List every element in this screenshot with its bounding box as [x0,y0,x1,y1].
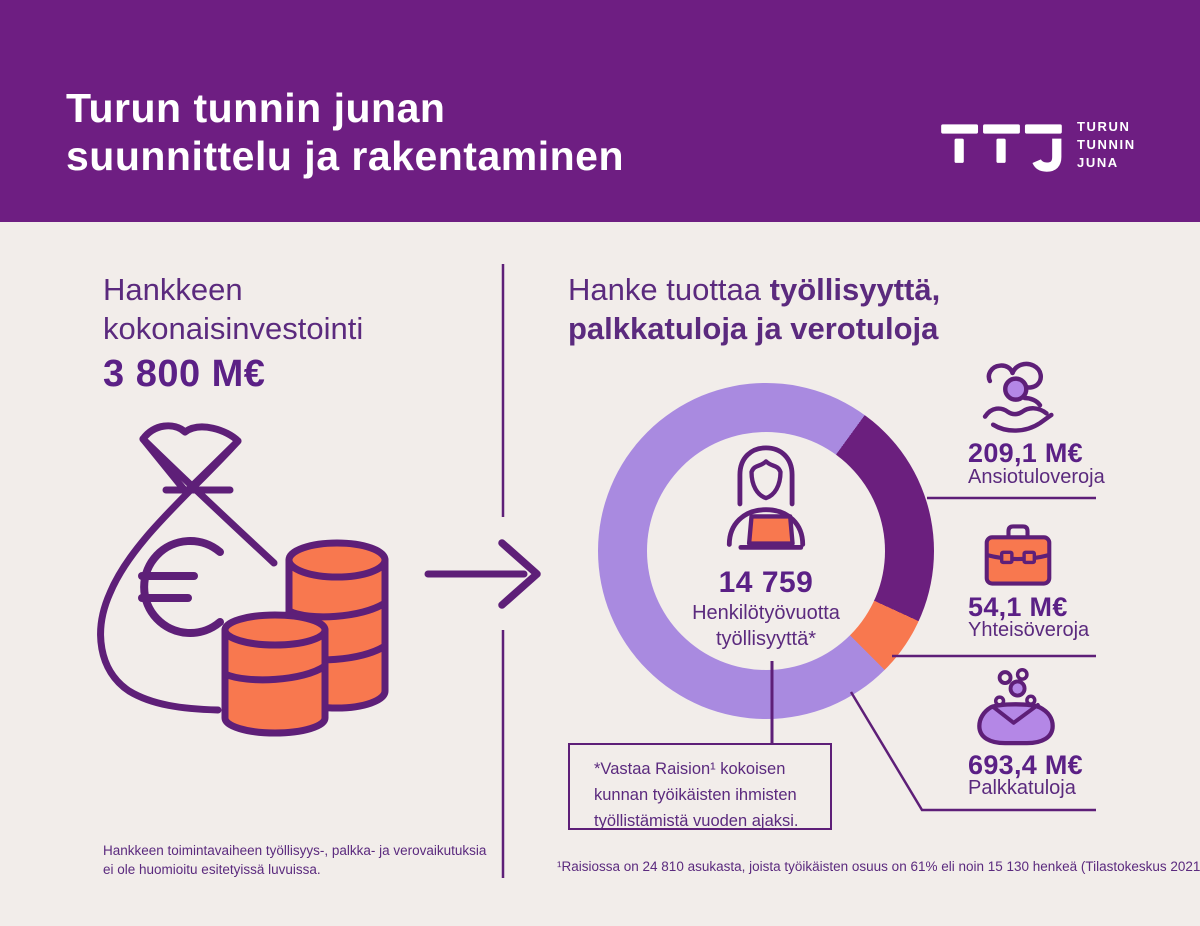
chart-center-label-line2: työllisyyttä* [715,628,817,650]
right-footnote: ¹Raisiossa on 24 810 asukasta, joista ty… [557,859,1200,874]
legend-value-yhteisoveroja: 54,1 M€ [968,592,1068,622]
hand-coin-icon [982,361,1054,433]
chart-heading-bold2: palkkatuloja ja verotuloja [568,311,939,346]
worker-laptop-icon [726,445,806,550]
investment-heading: Hankkeen kokonaisinvestointi 3 800 M€ [103,270,363,394]
left-footnote: Hankkeen toimintavaiheen työllisyys-, pa… [103,841,486,879]
investment-heading-line2: kokonaisinvestointi [103,311,364,346]
flow-arrow-head [498,539,541,609]
callout-box: *Vastaa Raision¹ kokoisen kunnan työikäi… [568,743,832,830]
logo-word-2: TUNNIN [1077,137,1136,152]
logo-word-1: TURUN [1077,119,1131,134]
page-title-line2: suunnittelu ja rakentaminen [66,133,624,179]
page-title-line1: Turun tunnin junan [66,85,446,131]
callout-line1: *Vastaa Raision¹ kokoisen [594,760,786,778]
coin-purse-icon [977,668,1055,746]
chart-center-label: Henkilötyövuotta työllisyyttä* [692,600,840,652]
chart-center-label-line1: Henkilötyövuotta [692,602,840,624]
investment-value: 3 800 M€ [103,353,266,395]
chart-heading: Hanke tuottaa työllisyyttä, palkkatuloja… [568,270,940,348]
donut-chart-center: 14 759 Henkilötyövuotta työllisyyttä* [647,432,885,670]
chart-heading-line1: Hanke tuottaa työllisyyttä, [568,270,940,309]
chart-center-value: 14 759 [718,566,814,599]
legend-label-ansiotuloveroja: Ansiotuloveroja [968,466,1105,488]
briefcase-icon [984,524,1052,586]
ttj-logo-icon [941,124,1062,172]
left-footnote-line1: Hankkeen toimintavaiheen työllisyys-, pa… [103,843,487,858]
chart-heading-bold1: työllisyyttä, [769,272,941,307]
left-footnote-line2: ei ole huomioitu esitetyissä luvuissa. [103,862,321,877]
logo-word-3: JUNA [1077,155,1119,170]
legend-label-palkkatuloja: Palkkatuloja [968,777,1076,799]
legend-value-ansiotuloveroja: 209,1 M€ [968,438,1083,468]
ttj-logo: TURUN TUNNIN JUNA [941,112,1171,186]
callout-line3: työllistämistä vuoden ajaksi. [594,812,799,830]
legend-label-yhteisoveroja: Yhteisöveroja [968,619,1090,641]
header: Turun tunnin junan suunnittelu ja rakent… [0,0,1200,222]
page-title: Turun tunnin junan suunnittelu ja rakent… [66,84,624,180]
chart-heading-regular: Hanke tuottaa [568,272,770,307]
investment-heading-line1: Hankkeen [103,272,243,307]
callout-line2: kunnan työikäisten ihmisten [594,786,797,804]
ttj-logo-wordmark: TURUN TUNNIN JUNA [1077,118,1136,172]
money-bag-coins-icon [97,422,389,737]
